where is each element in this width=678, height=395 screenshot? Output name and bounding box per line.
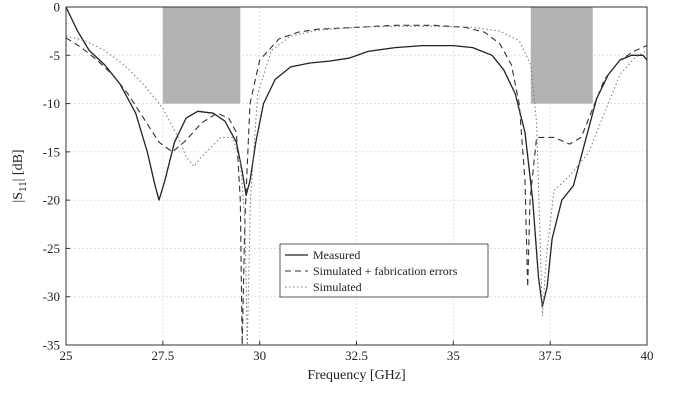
legend-label-simulated-fab-errors: Simulated + fabrication errors: [313, 264, 458, 278]
y-tick-label: -10: [43, 96, 60, 111]
series-line-2: [65, 24, 648, 346]
y-tick-label: 0: [54, 0, 61, 15]
x-tick-label: 40: [641, 348, 654, 363]
series-line-3: [65, 25, 648, 346]
legend-box: [279, 243, 489, 298]
y-tick-label: -25: [43, 241, 60, 256]
series-line-1: [65, 6, 648, 308]
legend-label-simulated: Simulated: [313, 280, 362, 294]
y-tick-label: -35: [43, 338, 60, 353]
series-layer: [65, 6, 648, 346]
tick-layer: 25 27.5 30 32.5 35 37.5 40 0 -5 -10 -15 -20 -25 -30 -3…: [43, 0, 654, 363]
y-tick-label: -15: [43, 144, 60, 159]
shaded-band-2: [530, 7, 593, 104]
x-tick-label: 37.5: [539, 348, 562, 363]
x-tick-label: 32.5: [345, 348, 368, 363]
y-tick-label: -20: [43, 193, 60, 208]
y-tick-label: -30: [43, 289, 60, 304]
y-axis-label: |S11| [dB]: [11, 149, 29, 202]
y-tick-label: -5: [49, 48, 60, 63]
legend: Measured Simulated + fabrication errors …: [279, 243, 489, 298]
x-tick-label: 25: [60, 348, 73, 363]
shaded-regions: [162, 7, 593, 104]
shaded-band-1: [162, 7, 241, 104]
x-tick-label: 35: [447, 348, 460, 363]
x-tick-label: 27.5: [151, 348, 174, 363]
x-tick-label: 30: [253, 348, 266, 363]
x-axis-label: Frequency [GHz]: [307, 368, 405, 383]
legend-label-measured: Measured: [313, 248, 360, 262]
